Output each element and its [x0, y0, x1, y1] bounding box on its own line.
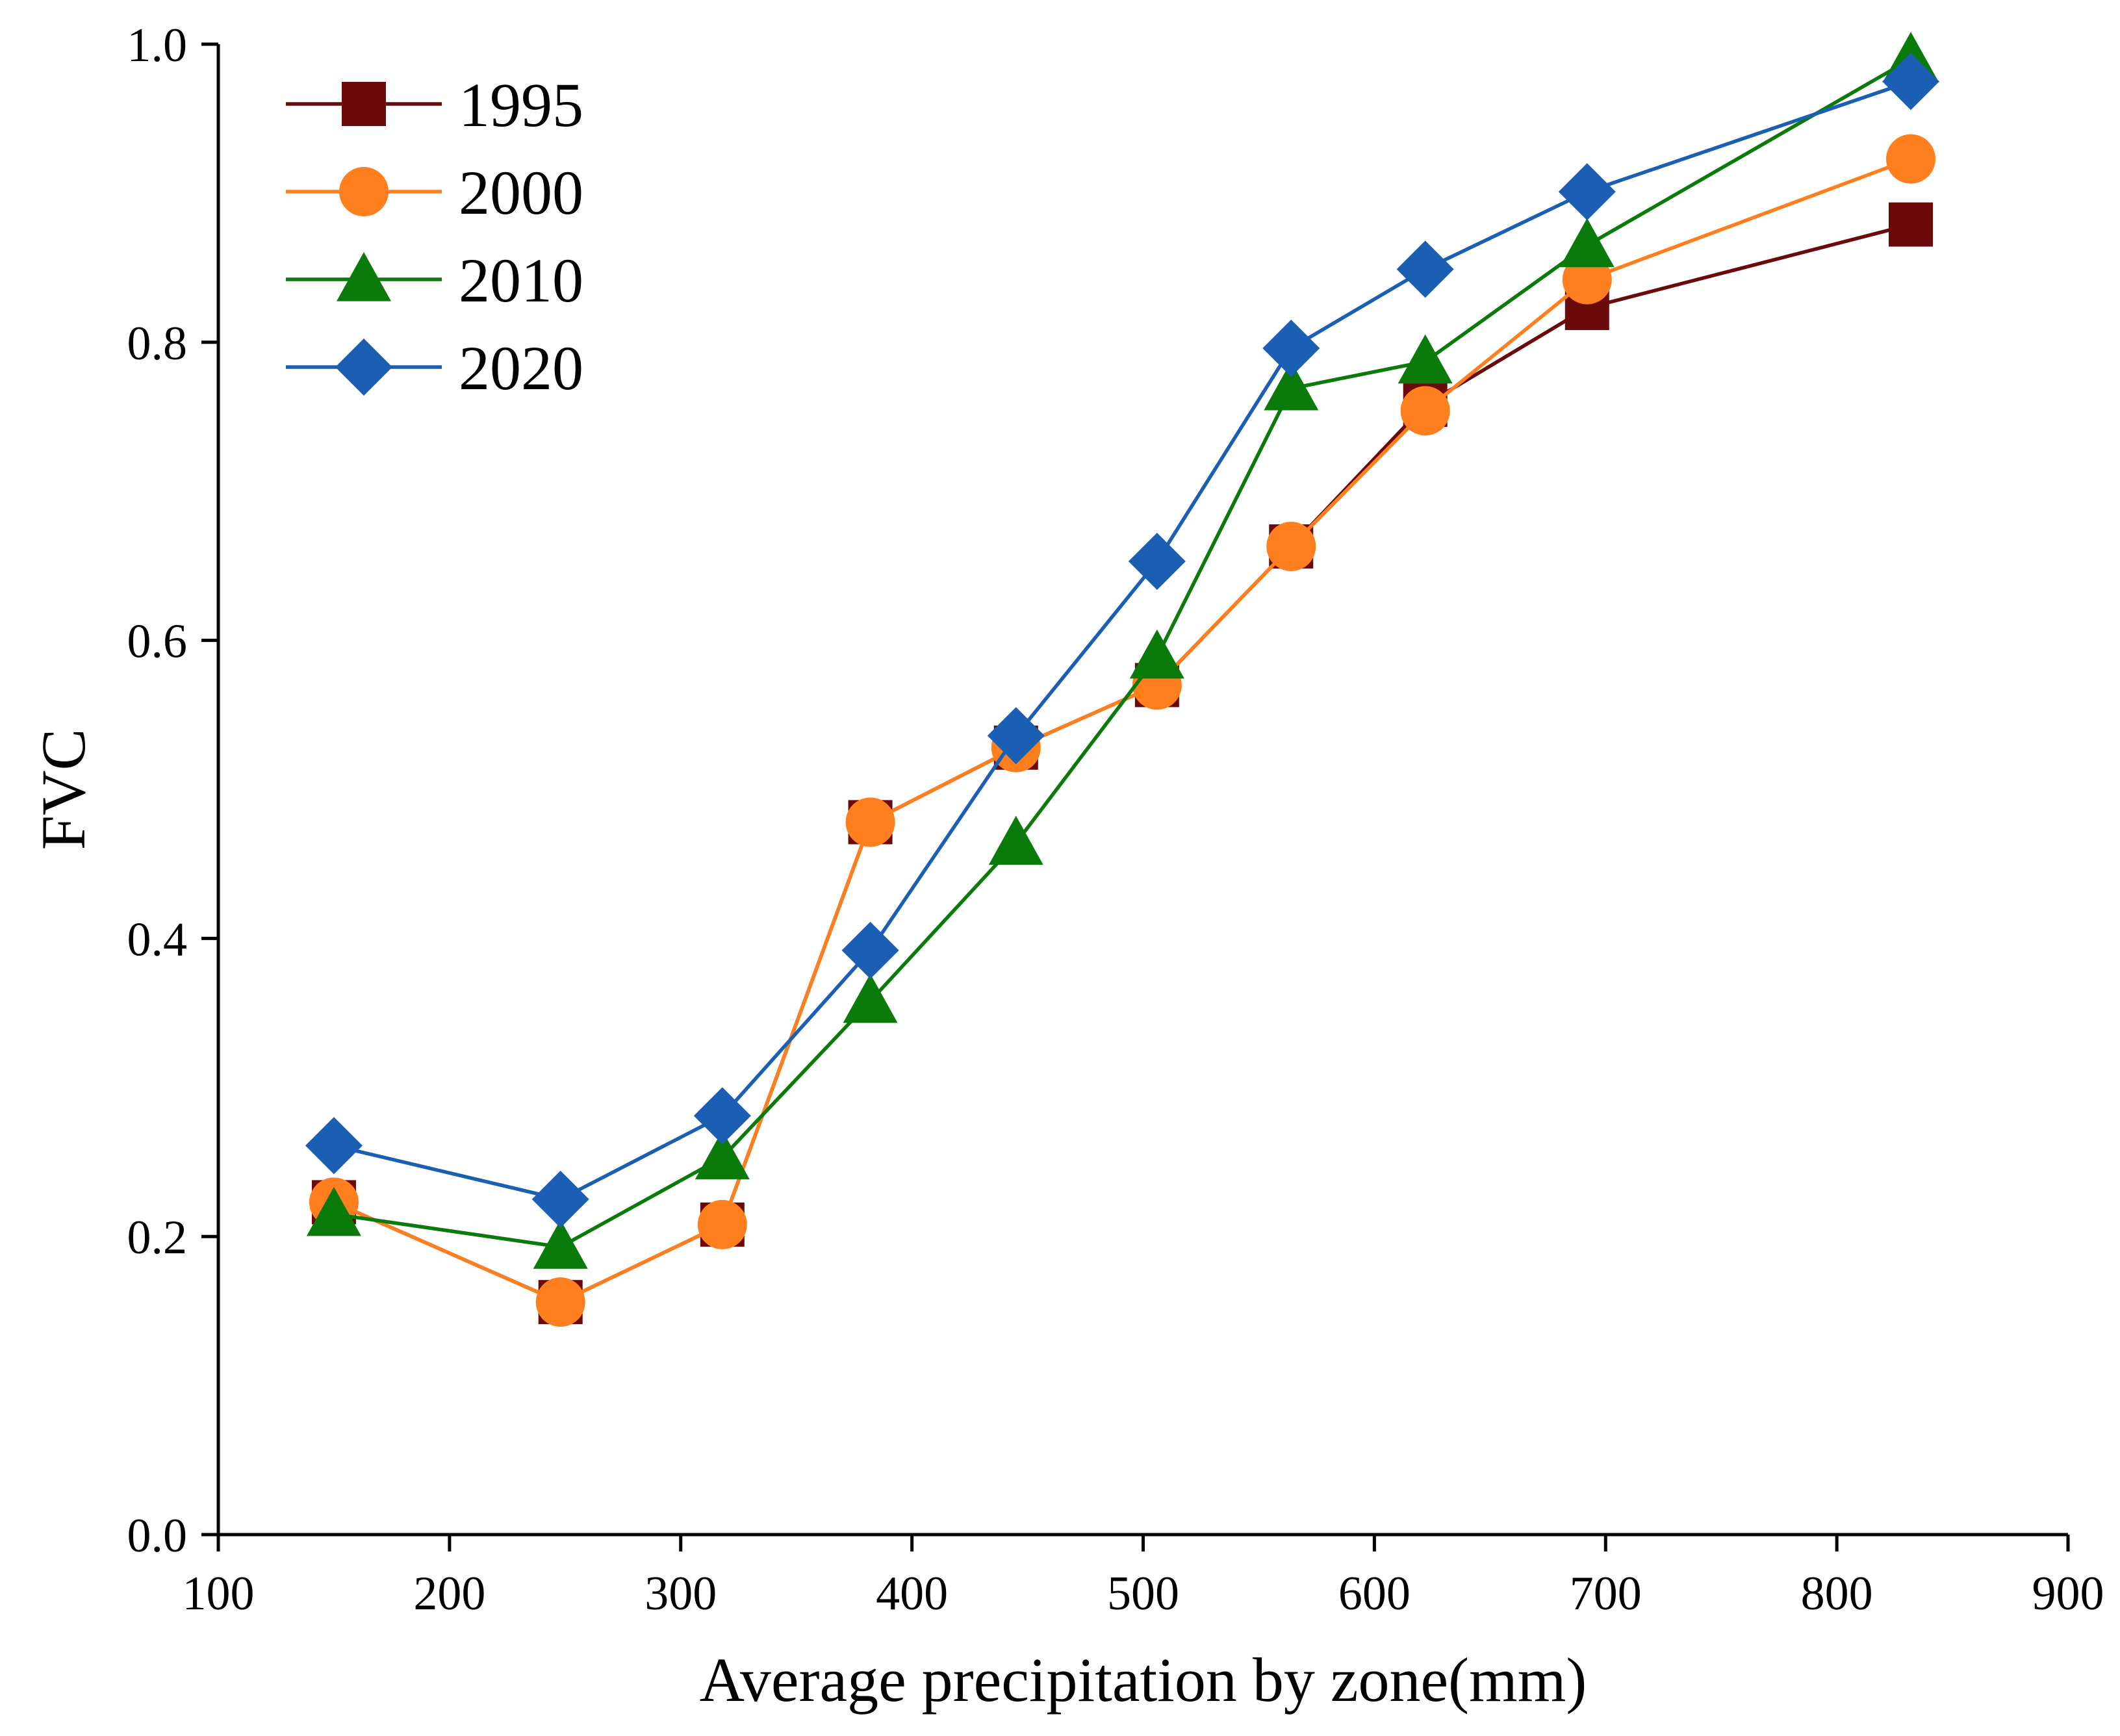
data-point-2000 — [1400, 386, 1450, 436]
series-2010 — [306, 31, 1939, 1269]
legend: 1995 2000 2010 2020 — [286, 70, 583, 403]
legend-marker — [337, 252, 391, 301]
data-point-2020 — [987, 707, 1045, 765]
data-point-2020 — [693, 1087, 751, 1145]
data-point-2020 — [531, 1170, 589, 1228]
series-layer — [305, 31, 1940, 1327]
legend-label: 2020 — [459, 333, 583, 403]
y-tick-label: 0.0 — [127, 1509, 188, 1563]
legend-label: 2010 — [459, 246, 583, 315]
data-point-2020 — [1396, 240, 1454, 298]
legend-entry-1995: 1995 — [286, 70, 583, 140]
x-tick-label: 400 — [876, 1567, 948, 1620]
y-axis-title: FVC — [29, 729, 98, 850]
data-point-2000 — [1266, 522, 1316, 572]
data-point-2010 — [1559, 218, 1615, 268]
data-point-2000 — [1886, 134, 1936, 184]
data-point-2020 — [841, 921, 899, 979]
x-tick-label: 200 — [413, 1567, 485, 1620]
data-point-2010 — [843, 973, 898, 1023]
data-point-1995 — [1889, 202, 1934, 247]
x-tick-label: 100 — [183, 1567, 255, 1620]
data-point-2020 — [1558, 163, 1616, 221]
y-tick-label: 0.2 — [127, 1211, 188, 1264]
y-tick-label: 0.4 — [127, 913, 188, 966]
x-tick-label: 800 — [1801, 1567, 1873, 1620]
x-axis-title: Average precipitation by zone(mm) — [700, 1645, 1587, 1715]
data-point-2000 — [535, 1277, 585, 1327]
legend-marker — [342, 82, 386, 126]
series-line-2000 — [333, 157, 1911, 1304]
series-line-2020 — [333, 79, 1911, 1201]
legend-entry-2010: 2010 — [286, 246, 583, 315]
data-point-2000 — [1562, 255, 1612, 305]
data-point-2010 — [306, 1186, 361, 1236]
data-point-2020 — [1262, 319, 1320, 377]
legend-entry-2000: 2000 — [286, 158, 583, 227]
data-point-2010 — [1398, 334, 1453, 384]
data-point-2020 — [1128, 533, 1186, 591]
axes: 100 200 300 400 500 600 700 800 900 0.0 0.2 0.4 0.6 0… — [127, 19, 2104, 1620]
x-tick-label: 900 — [2032, 1567, 2104, 1620]
legend-entry-2020: 2020 — [286, 333, 583, 403]
legend-label: 1995 — [459, 70, 583, 140]
x-tick-label: 700 — [1570, 1567, 1642, 1620]
data-point-2000 — [845, 797, 895, 847]
data-point-2010 — [695, 1130, 750, 1180]
legend-marker — [339, 167, 389, 216]
legend-label: 2000 — [459, 158, 583, 227]
data-point-2000 — [697, 1199, 747, 1249]
x-tick-label: 500 — [1107, 1567, 1179, 1620]
y-tick-label: 1.0 — [127, 19, 188, 72]
data-point-2010 — [1129, 629, 1184, 679]
series-line-2010 — [333, 57, 1912, 1249]
data-point-2010 — [988, 815, 1043, 865]
data-point-2020 — [1882, 53, 1940, 110]
y-tick-label: 0.8 — [127, 317, 188, 370]
legend-marker — [335, 338, 392, 396]
x-tick-label: 600 — [1338, 1567, 1411, 1620]
series-2020 — [305, 53, 1940, 1228]
data-point-2020 — [305, 1117, 363, 1175]
x-tick-label: 300 — [645, 1567, 717, 1620]
data-point-2010 — [533, 1219, 588, 1269]
y-tick-label: 0.6 — [127, 615, 188, 669]
data-point-2010 — [1264, 361, 1319, 411]
